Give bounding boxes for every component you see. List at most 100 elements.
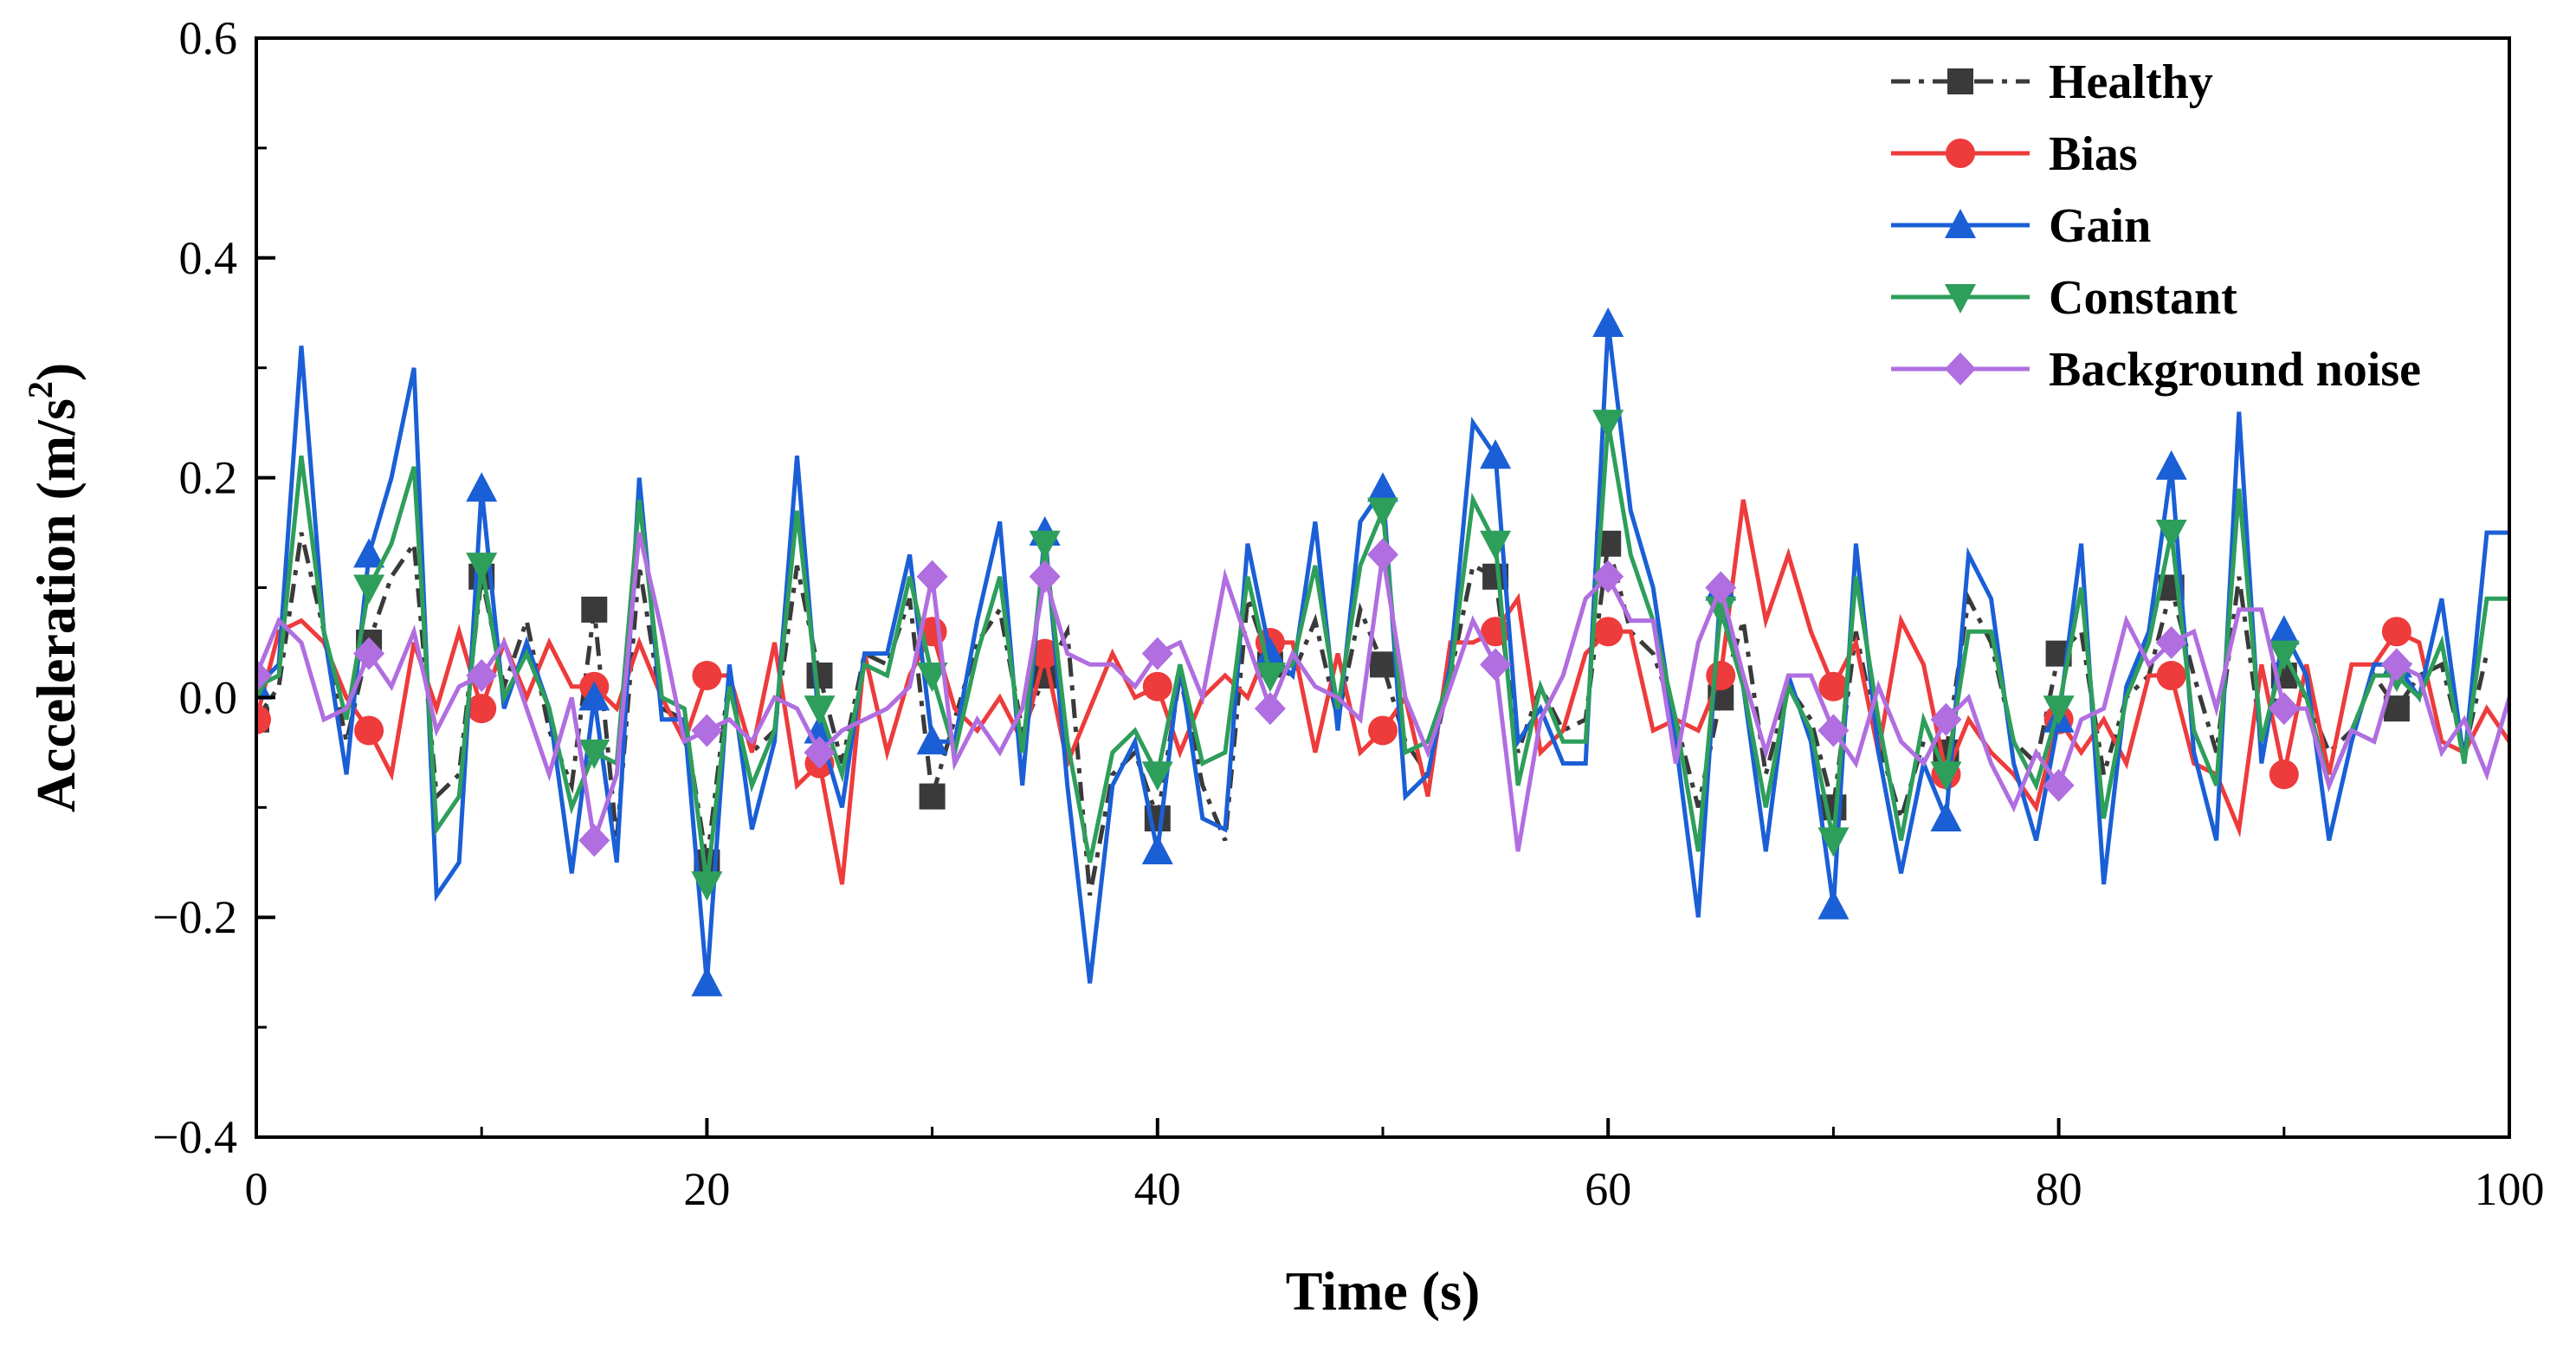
y-tick-label: 0.6 <box>179 12 238 64</box>
data-point-constant <box>1817 827 1850 857</box>
legend-label-background-noise: Background noise <box>2049 343 2421 397</box>
data-point-gain <box>1480 439 1512 469</box>
data-point-constant <box>578 739 610 769</box>
data-point-healthy <box>806 663 833 689</box>
data-point-background-noise <box>353 637 385 670</box>
data-point-gain <box>578 681 610 711</box>
data-point-gain <box>1367 472 1398 502</box>
data-point-gain <box>466 472 498 502</box>
data-point-bias <box>1368 715 1398 746</box>
data-point-background-noise <box>1029 559 1061 593</box>
y-tick-label: 0.2 <box>179 452 238 504</box>
legend-swatch-marker <box>1945 352 1976 385</box>
data-point-healthy <box>581 596 608 623</box>
data-point-background-noise <box>256 659 272 693</box>
data-point-healthy <box>1370 651 1396 678</box>
data-point-bias <box>256 704 271 734</box>
data-point-bias <box>1593 617 1624 647</box>
data-point-constant <box>2043 695 2075 726</box>
legend-label-constant: Constant <box>2049 271 2237 325</box>
data-point-constant <box>1592 410 1624 440</box>
legend-swatch-marker <box>1946 139 1975 168</box>
y-tick-label: 0.4 <box>179 232 238 284</box>
data-point-bias <box>354 715 384 746</box>
x-tick-label: 20 <box>683 1163 730 1215</box>
legend-label-gain: Gain <box>2049 199 2151 253</box>
data-point-constant <box>2268 640 2300 670</box>
data-point-bias <box>1030 638 1060 669</box>
y-tick-label: −0.4 <box>152 1111 237 1163</box>
data-point-background-noise <box>2380 648 2412 682</box>
legend-item-background-noise: Background noise <box>1891 343 2421 397</box>
data-point-gain <box>916 725 948 755</box>
data-point-gain <box>353 538 385 568</box>
legend-label-bias: Bias <box>2049 127 2138 181</box>
data-point-background-noise <box>1367 538 1398 572</box>
data-point-constant <box>1141 761 1173 792</box>
data-point-background-noise <box>466 659 498 693</box>
data-point-background-noise <box>691 714 723 747</box>
data-point-background-noise <box>2155 625 2187 659</box>
data-point-background-noise <box>1592 559 1624 593</box>
data-point-bias <box>467 694 497 724</box>
data-point-constant <box>1367 497 1398 527</box>
data-point-constant <box>2155 520 2187 550</box>
legend-item-gain: Gain <box>1891 199 2151 253</box>
data-point-healthy <box>919 783 946 810</box>
data-point-gain <box>1817 889 1850 920</box>
axis-ticks: 0 20 40 60 80 100 −0.4 −0.2 0.0 0.2 0.4 0.6 <box>152 12 2544 1215</box>
data-point-constant <box>353 574 385 605</box>
data-point-background-noise <box>2268 692 2300 726</box>
data-point-background-noise <box>1705 571 1737 605</box>
data-point-bias <box>1142 671 1172 702</box>
legend-swatch-marker <box>1945 209 1976 238</box>
legend-swatch-marker <box>1945 284 1976 314</box>
data-point-gain <box>691 967 723 997</box>
data-point-background-noise <box>578 824 610 857</box>
data-point-background-noise <box>916 559 948 593</box>
data-point-bias <box>2156 661 2186 691</box>
data-point-bias <box>1818 671 1849 702</box>
x-tick-label: 40 <box>1134 1163 1181 1215</box>
x-axis-title: Time (s) <box>1286 1260 1481 1322</box>
legend-item-healthy: Healthy <box>1891 55 2213 109</box>
series-background-noise <box>256 532 2509 857</box>
x-tick-label: 80 <box>2036 1163 2082 1215</box>
data-point-bias <box>1706 661 1736 691</box>
data-point-constant <box>466 553 498 583</box>
y-axis-title-superscript: 2 <box>21 381 60 398</box>
legend-swatch-marker <box>1947 68 1973 94</box>
y-tick-label: 0.0 <box>179 671 238 723</box>
legend: Healthy Bias Gain Constant Background noise <box>1891 55 2421 397</box>
data-point-background-noise <box>1817 714 1850 747</box>
data-point-constant <box>1029 530 1061 560</box>
data-point-bias <box>2381 617 2411 647</box>
data-point-gain <box>1141 835 1173 865</box>
data-point-background-noise <box>804 735 836 769</box>
data-point-gain <box>2268 615 2300 645</box>
data-point-constant <box>1480 530 1512 560</box>
y-axis-title-close: ) <box>25 363 87 381</box>
x-tick-label: 100 <box>2475 1163 2545 1215</box>
data-point-background-noise <box>1930 702 1962 736</box>
legend-item-bias: Bias <box>1891 127 2138 181</box>
data-point-constant <box>1930 761 1962 792</box>
data-point-bias <box>692 661 722 691</box>
series-constant <box>256 410 2509 902</box>
data-point-gain <box>1592 307 1624 337</box>
y-tick-label: −0.2 <box>152 891 237 943</box>
data-point-background-noise <box>1254 692 1286 726</box>
data-point-constant <box>1254 663 1286 693</box>
data-point-background-noise <box>1141 637 1173 670</box>
data-point-background-noise <box>2043 768 2075 802</box>
x-tick-label: 60 <box>1585 1163 1631 1215</box>
data-point-constant <box>916 663 948 693</box>
data-point-constant <box>804 695 836 726</box>
data-point-gain <box>2155 449 2187 480</box>
data-point-bias <box>2269 760 2299 790</box>
data-point-gain <box>1930 801 1962 831</box>
y-axis-title-main: Acceleration (m/s <box>25 398 87 812</box>
series-layer <box>256 307 2509 997</box>
data-point-background-noise <box>1480 648 1512 682</box>
